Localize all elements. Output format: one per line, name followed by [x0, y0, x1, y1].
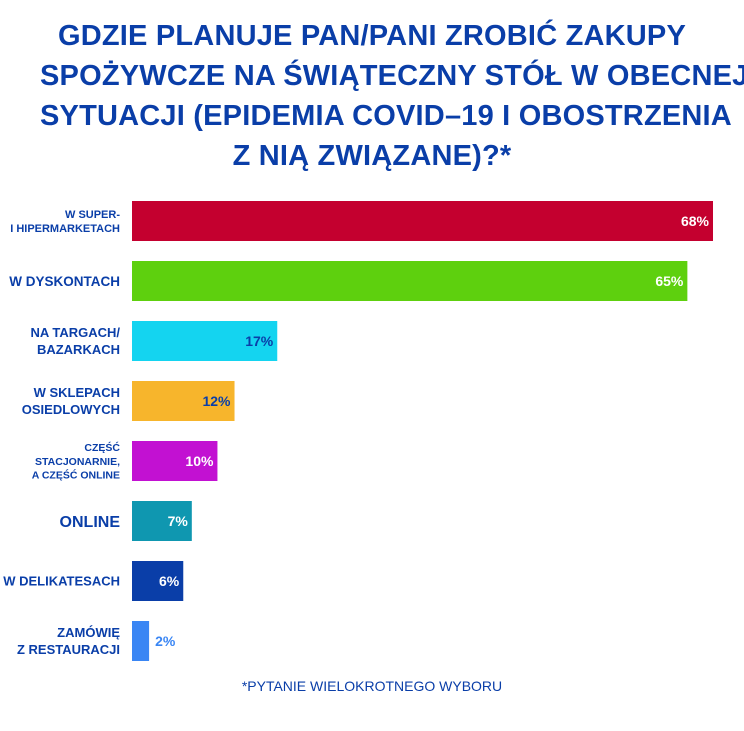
category-label: W SKLEPACH OSIEDLOWYCH: [22, 385, 120, 417]
category-label: W DELIKATESACH: [3, 574, 120, 589]
bar: [132, 201, 713, 241]
data-label: 10%: [185, 453, 214, 469]
bar: [132, 381, 235, 421]
data-label: 17%: [245, 333, 274, 349]
title-line: SYTUACJI (EPIDEMIA COVID–19 I OBOSTRZENI…: [40, 100, 732, 132]
category-label: W DYSKONTACH: [9, 274, 120, 289]
data-label: 65%: [655, 273, 684, 289]
data-label: 12%: [202, 393, 231, 409]
category-label: NA TARGACH/BAZARKACH: [30, 325, 120, 357]
category-label: ONLINE: [60, 514, 121, 531]
data-label: 68%: [681, 213, 710, 229]
title-line: GDZIE PLANUJE PAN/PANI ZROBIĆ ZAKUPY: [57, 20, 687, 52]
footnote: *PYTANIE WIELOKROTNEGO WYBORU: [241, 678, 503, 694]
category-label: ZAMÓWIĘ Z RESTAURACJI: [17, 625, 120, 657]
bar: [132, 321, 278, 361]
category-label: W SUPER-I HIPERMARKETACH: [10, 209, 120, 235]
category-label: CZĘŚĆ STACJONARNIE, A CZĘŚĆ ONLINE: [32, 441, 121, 481]
title-line: Z NIĄ ZWIĄZANE)?*: [232, 140, 512, 172]
bar: [132, 261, 688, 301]
data-label: 2%: [155, 633, 176, 649]
bar: [132, 501, 192, 541]
data-label: 7%: [168, 513, 189, 529]
chart-title: GDZIE PLANUJE PAN/PANI ZROBIĆ ZAKUPY SPO…: [40, 16, 744, 176]
data-label: 6%: [159, 573, 180, 589]
bar: [132, 441, 218, 481]
bar: [132, 621, 150, 661]
bar: [132, 561, 184, 601]
title-line: SPOŻYWCZE NA ŚWIĄTECZNY STÓŁ W OBECNEJ: [40, 60, 744, 92]
